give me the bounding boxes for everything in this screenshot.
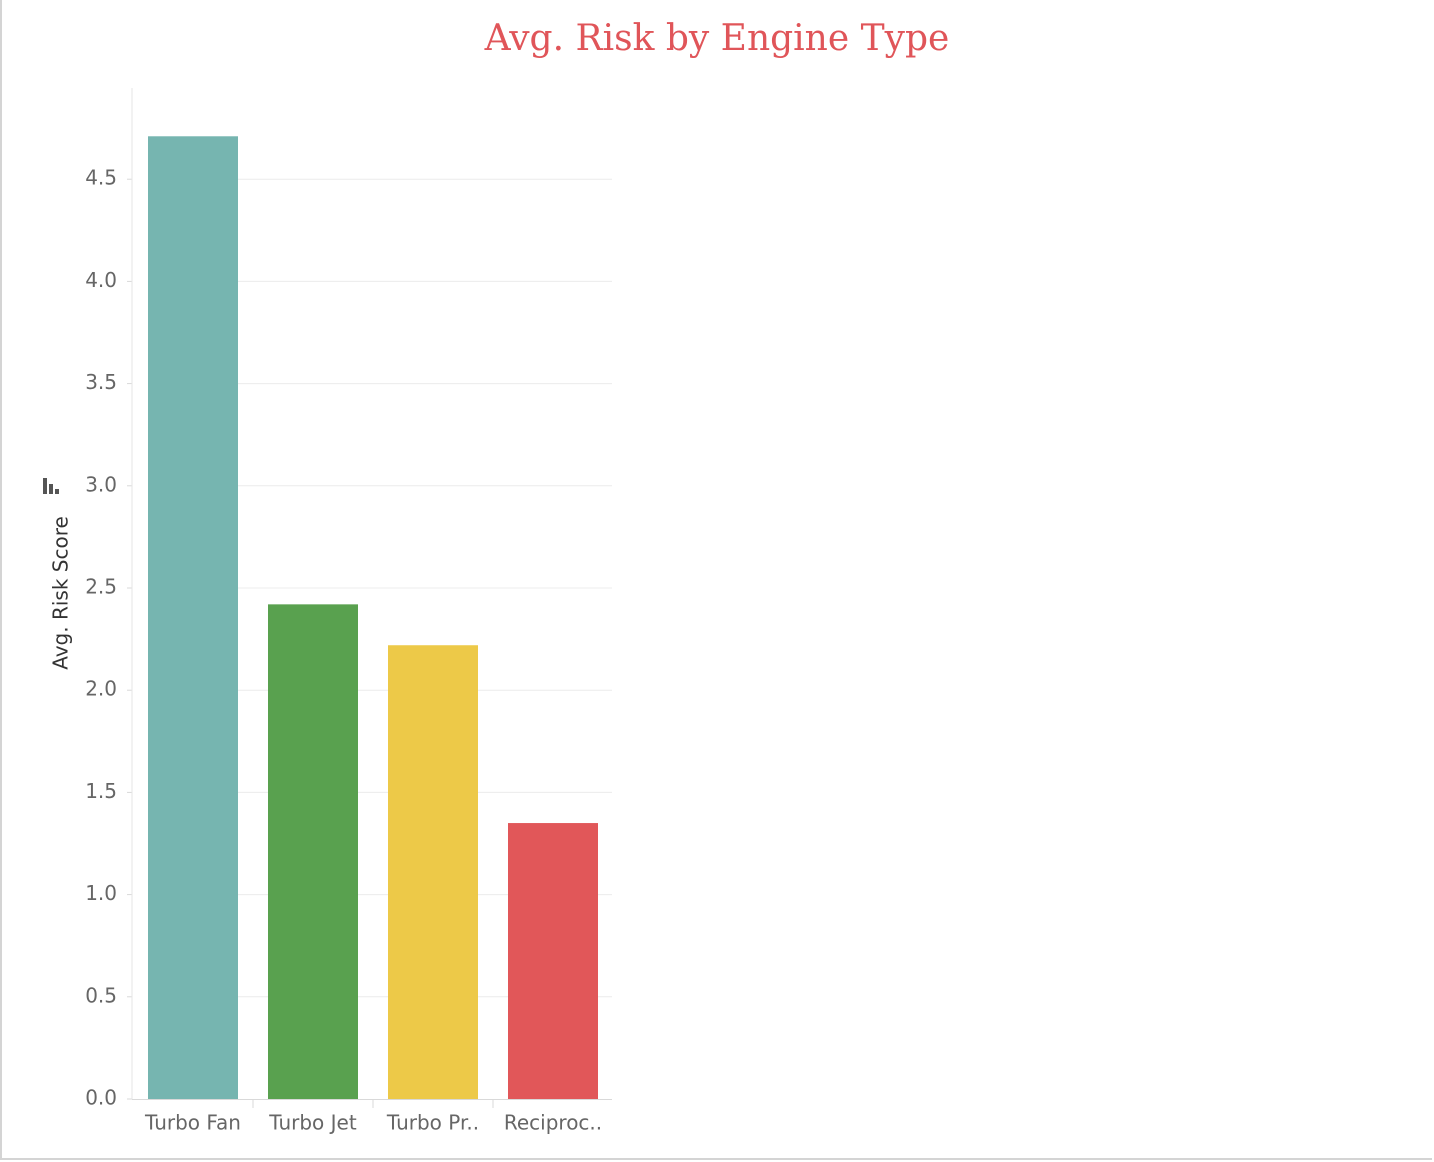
x-tick-label: Turbo Jet [268, 1111, 357, 1135]
y-tick-label: 1.0 [85, 881, 117, 905]
bar-turbo-pr[interactable] [388, 645, 478, 1099]
chart-title: Avg. Risk by Engine Type [484, 18, 950, 59]
sort-descending-icon[interactable] [43, 478, 59, 494]
bar-turbo-jet[interactable] [268, 604, 358, 1099]
y-tick-label: 3.0 [85, 472, 117, 496]
y-tick-label: 2.5 [85, 575, 117, 599]
y-tick-label: 4.0 [85, 268, 117, 292]
x-tick-label: Reciproc.. [504, 1111, 602, 1135]
y-tick-label: 3.5 [85, 370, 117, 394]
bar-turbo-fan[interactable] [148, 136, 238, 1099]
y-tick-label: 0.5 [85, 983, 117, 1007]
y-tick-label: 1.5 [85, 779, 117, 803]
y-axis-title-group: Avg. Risk Score [49, 516, 73, 670]
y-tick-label: 4.5 [85, 166, 117, 190]
y-tick-label: 0.0 [85, 1086, 117, 1110]
y-axis-title: Avg. Risk Score [49, 516, 73, 670]
x-tick-label: Turbo Fan [144, 1111, 241, 1135]
x-axis-ticks: Turbo Fan Turbo Jet Turbo Pr.. Reciproc.. [144, 1100, 602, 1135]
x-tick-label: Turbo Pr.. [386, 1111, 479, 1135]
y-tick-label: 2.0 [85, 677, 117, 701]
bar-reciproc[interactable] [508, 823, 598, 1099]
bars [148, 136, 598, 1099]
y-axis-ticks: 0.0 0.5 1.0 1.5 2.0 2.5 3.0 3.5 4.0 4.5 [85, 166, 132, 1110]
